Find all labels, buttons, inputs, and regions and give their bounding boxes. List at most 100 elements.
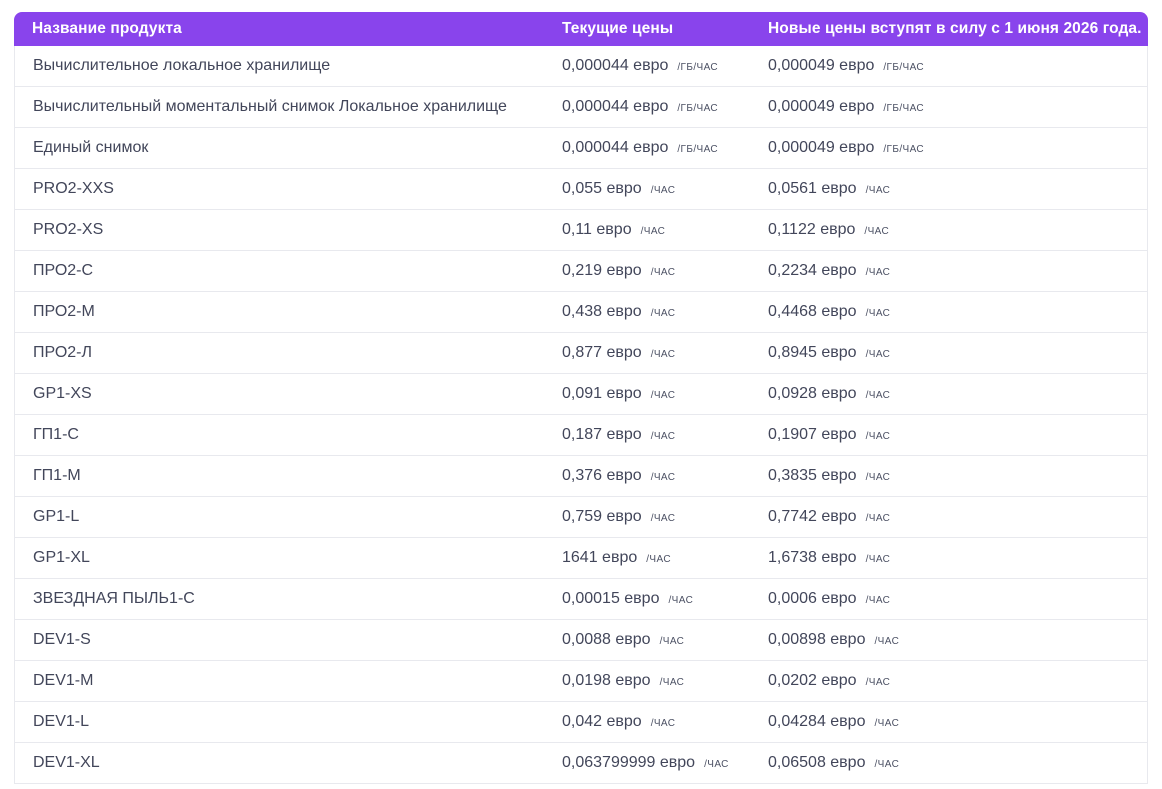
current-price-unit: /ЧАС [650, 185, 676, 196]
current-price-unit: /ЧАС [668, 595, 694, 606]
header-cell-new-prices: Новые цены вступят в силу с 1 июня 2026 … [768, 20, 1142, 37]
current-price-cell: 0,759 евро/ЧАС [544, 508, 750, 526]
table-row: Единый снимок 0,000044 евро/ГБ/ЧАС 0,000… [15, 128, 1147, 169]
new-price-unit: /ЧАС [865, 267, 891, 278]
new-price: 0,0561 евро [768, 180, 857, 197]
current-price: 0,219 евро [562, 262, 642, 279]
current-price-cell: 0,055 евро/ЧАС [544, 180, 750, 198]
new-price: 0,0928 евро [768, 385, 857, 402]
new-price-unit: /ЧАС [865, 472, 891, 483]
table-body: Вычислительное локальное хранилище 0,000… [14, 46, 1148, 784]
current-price-unit: /ЧАС [659, 636, 685, 647]
new-price-unit: /ЧАС [865, 677, 891, 688]
new-price: 1,6738 евро [768, 549, 857, 566]
current-price-unit: /ЧАС [640, 226, 666, 237]
new-price: 0,3835 евро [768, 467, 857, 484]
current-price-unit: /ГБ/ЧАС [677, 144, 719, 155]
new-price-unit: /ЧАС [865, 349, 891, 360]
current-price-cell: 0,000044 евро/ГБ/ЧАС [544, 57, 750, 75]
new-price-cell: 0,000049 евро/ГБ/ЧАС [750, 98, 1147, 116]
current-price: 0,042 евро [562, 713, 642, 730]
current-price-cell: 0,091 евро/ЧАС [544, 385, 750, 403]
current-price-cell: 0,063799999 евро/ЧАС [544, 754, 750, 772]
product-name: DEV1-L [33, 713, 90, 730]
current-price-cell: 0,000044 евро/ГБ/ЧАС [544, 98, 750, 116]
new-price-unit: /ЧАС [865, 390, 891, 401]
new-price-unit: /ЧАС [865, 185, 891, 196]
pricing-table: Название продукта Текущие цены Новые цен… [14, 12, 1148, 784]
current-price-cell: 0,219 евро/ЧАС [544, 262, 750, 280]
new-price-cell: 0,06508 евро/ЧАС [750, 754, 1147, 772]
current-price: 0,091 евро [562, 385, 642, 402]
product-name: ГП1-С [33, 426, 79, 443]
product-name: DEV1-M [33, 672, 94, 689]
table-row: Вычислительное локальное хранилище 0,000… [15, 46, 1147, 87]
current-price-unit: /ЧАС [704, 759, 729, 770]
table-row: ПРО2-Л 0,877 евро/ЧАС 0,8945 евро/ЧАС [15, 333, 1147, 374]
current-price-unit: /ЧАС [650, 472, 676, 483]
table-row: DEV1-L 0,042 евро/ЧАС 0,04284 евро/ЧАС [15, 702, 1147, 743]
new-price-cell: 0,8945 евро/ЧАС [750, 344, 1147, 362]
current-price-unit: /ЧАС [650, 431, 676, 442]
new-price-unit: /ЧАС [864, 226, 890, 237]
new-price-unit: /ГБ/ЧАС [883, 103, 925, 114]
new-price: 0,000049 евро [768, 57, 875, 74]
new-price: 0,1122 евро [768, 221, 856, 238]
new-price-cell: 0,0928 евро/ЧАС [750, 385, 1147, 403]
current-price: 0,376 евро [562, 467, 642, 484]
table-row: Вычислительный моментальный снимок Локал… [15, 87, 1147, 128]
current-price-cell: 0,0198 евро/ЧАС [544, 672, 750, 690]
new-price-cell: 0,2234 евро/ЧАС [750, 262, 1147, 280]
new-price-cell: 0,7742 евро/ЧАС [750, 508, 1147, 526]
table-row: ПРО2-М 0,438 евро/ЧАС 0,4468 евро/ЧАС [15, 292, 1147, 333]
new-price-cell: 0,4468 евро/ЧАС [750, 303, 1147, 321]
new-price-cell: 0,00898 евро/ЧАС [750, 631, 1147, 649]
new-price-unit: /ЧАС [874, 759, 900, 770]
current-price-cell: 0,376 евро/ЧАС [544, 467, 750, 485]
new-price: 0,000049 евро [768, 139, 875, 156]
product-name: ПРО2-М [33, 303, 95, 320]
current-price: 0,000044 евро [562, 57, 669, 74]
product-name: DEV1-S [33, 631, 91, 648]
new-price-cell: 0,0006 евро/ЧАС [750, 590, 1147, 608]
current-price-cell: 0,11 евро/ЧАС [544, 221, 750, 239]
current-price: 0,063799999 евро [562, 754, 696, 771]
table-row: GP1-L 0,759 евро/ЧАС 0,7742 евро/ЧАС [15, 497, 1147, 538]
table-row: PRO2-XS 0,11 евро/ЧАС 0,1122 евро/ЧАС [15, 210, 1147, 251]
new-price-unit: /ГБ/ЧАС [883, 144, 925, 155]
current-price-unit: /ЧАС [650, 390, 676, 401]
new-price-cell: 0,04284 евро/ЧАС [750, 713, 1147, 731]
product-name: DEV1-XL [33, 754, 100, 771]
new-price-cell: 0,3835 евро/ЧАС [750, 467, 1147, 485]
new-price-cell: 0,0202 евро/ЧАС [750, 672, 1147, 690]
header-cell-product: Название продукта [32, 20, 182, 37]
product-name: ГП1-М [33, 467, 81, 484]
new-price-unit: /ЧАС [874, 636, 900, 647]
product-name: GP1-XS [33, 385, 92, 402]
new-price: 0,2234 евро [768, 262, 857, 279]
current-price-cell: 0,0088 евро/ЧАС [544, 631, 750, 649]
new-price-cell: 0,000049 евро/ГБ/ЧАС [750, 139, 1147, 157]
new-price-unit: /ГБ/ЧАС [883, 62, 925, 73]
new-price: 0,04284 евро [768, 713, 866, 730]
current-price: 0,0198 евро [562, 672, 651, 689]
table-row: GP1-XS 0,091 евро/ЧАС 0,0928 евро/ЧАС [15, 374, 1147, 415]
table-row: GP1-XL 1641 евро/ЧАС 1,6738 евро/ЧАС [15, 538, 1147, 579]
current-price: 0,055 евро [562, 180, 642, 197]
new-price-cell: 0,1907 евро/ЧАС [750, 426, 1147, 444]
new-price-cell: 0,0561 евро/ЧАС [750, 180, 1147, 198]
product-name: PRO2-XXS [33, 180, 114, 197]
table-row: DEV1-M 0,0198 евро/ЧАС 0,0202 евро/ЧАС [15, 661, 1147, 702]
product-name: ПРО2-С [33, 262, 94, 279]
product-name: Вычислительный моментальный снимок Локал… [33, 98, 507, 115]
table-row: DEV1-XL 0,063799999 евро/ЧАС 0,06508 евр… [15, 743, 1147, 784]
table-header: Название продукта Текущие цены Новые цен… [14, 12, 1148, 46]
header-cell-current-prices: Текущие цены [562, 20, 674, 37]
current-price-cell: 0,877 евро/ЧАС [544, 344, 750, 362]
current-price: 0,000044 евро [562, 98, 669, 115]
table-row: PRO2-XXS 0,055 евро/ЧАС 0,0561 евро/ЧАС [15, 169, 1147, 210]
new-price-unit: /ЧАС [865, 513, 891, 524]
current-price: 0,11 евро [562, 221, 632, 238]
new-price-cell: 0,1122 евро/ЧАС [750, 221, 1147, 239]
new-price: 0,4468 евро [768, 303, 857, 320]
